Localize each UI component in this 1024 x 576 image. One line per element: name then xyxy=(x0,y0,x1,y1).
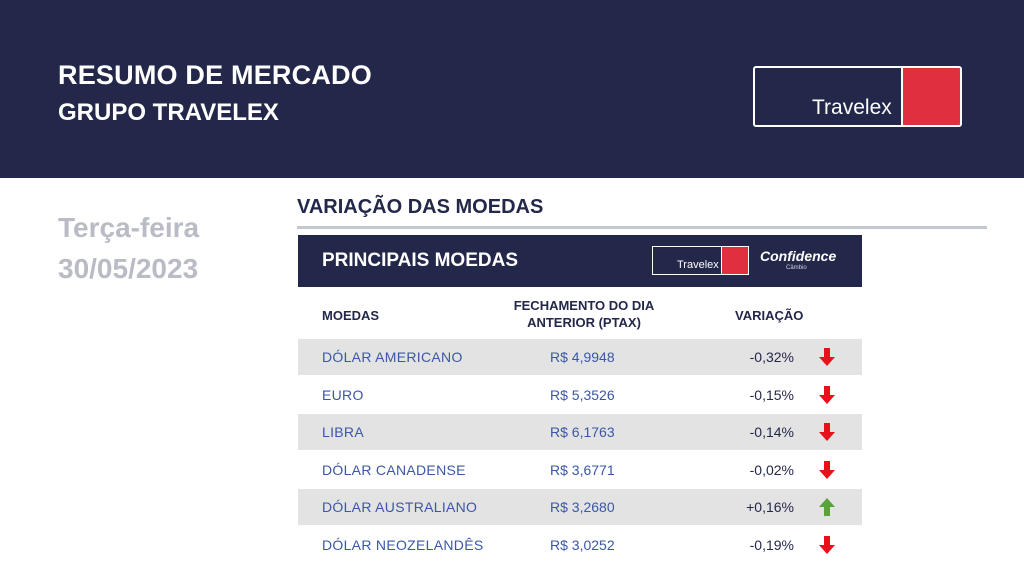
down-arrow-icon xyxy=(819,535,835,554)
up-arrow-icon xyxy=(819,498,835,516)
mini-logo-text: Travelex xyxy=(677,259,719,271)
down-arrow-icon xyxy=(819,460,835,479)
column-header-variacao: VARIAÇÃO xyxy=(735,308,804,323)
down-arrow-icon xyxy=(819,385,835,404)
travelex-mini-logo: Travelex xyxy=(652,246,749,275)
currency-name: DÓLAR AMERICANO xyxy=(322,349,463,365)
variation-value: -0,14% xyxy=(749,424,794,440)
travelex-logo: Travelex xyxy=(753,66,962,127)
currency-name: DÓLAR AUSTRALIANO xyxy=(322,499,478,515)
closing-value: R$ 5,3526 xyxy=(550,386,615,403)
down-arrow-icon xyxy=(819,348,835,366)
panel-title: PRINCIPAIS MOEDAS xyxy=(322,250,519,271)
closing-value: R$ 3,0252 xyxy=(550,536,615,553)
variation-value: -0,02% xyxy=(749,461,794,478)
closing-value: R$ 3,6771 xyxy=(550,461,615,478)
table-row: DÓLAR AUSTRALIANO R$ 3,2680 +0,16% xyxy=(298,489,862,525)
section-title: VARIAÇÃO DAS MOEDAS xyxy=(297,196,544,218)
column-header-fechamento: FECHAMENTO DO DIA ANTERIOR (PTAX) xyxy=(513,298,655,330)
confidence-logo: Confidence xyxy=(760,248,837,264)
table-row: DÓLAR NEOZELANDÊS R$ 3,0252 -0,19% xyxy=(298,527,862,563)
down-arrow-icon xyxy=(819,423,835,441)
currency-name: DÓLAR CANADENSE xyxy=(322,461,466,478)
closing-value: R$ 4,9948 xyxy=(550,349,615,365)
variation-value: -0,15% xyxy=(749,386,794,403)
panel-header: PRINCIPAIS MOEDAS Travelex Confidence Câ… xyxy=(298,235,862,287)
table-row: DÓLAR AMERICANO R$ 4,9948 -0,32% xyxy=(298,339,862,375)
table-row: DÓLAR CANADENSE R$ 3,6771 -0,02% xyxy=(298,452,862,488)
logo-red-square xyxy=(901,68,960,125)
logo-text: Travelex xyxy=(812,96,892,119)
mini-logo-red-square xyxy=(721,247,748,274)
weekday-label: Terça-feira xyxy=(58,212,200,243)
variation-value: +0,16% xyxy=(746,499,794,515)
currency-panel: PRINCIPAIS MOEDAS Travelex Confidence Câ… xyxy=(298,235,862,554)
section-divider xyxy=(297,226,987,229)
currency-name: DÓLAR NEOZELANDÊS xyxy=(322,536,484,553)
page-title: RESUMO DE MERCADO xyxy=(58,60,372,90)
page-subtitle: GRUPO TRAVELEX xyxy=(58,99,279,126)
table-row: LIBRA R$ 6,1763 -0,14% xyxy=(298,414,862,450)
table-row: EURO R$ 5,3526 -0,15% xyxy=(298,377,862,413)
variation-value: -0,32% xyxy=(749,349,794,365)
currency-name: LIBRA xyxy=(322,424,364,440)
column-header-moedas: MOEDAS xyxy=(322,308,380,323)
header-banner: RESUMO DE MERCADO GRUPO TRAVELEX Travele… xyxy=(0,0,1024,178)
date-label: 30/05/2023 xyxy=(58,253,199,284)
closing-value: R$ 6,1763 xyxy=(550,424,615,440)
variation-value: -0,19% xyxy=(749,536,794,553)
closing-value: R$ 3,2680 xyxy=(550,499,615,515)
currency-name: EURO xyxy=(322,386,364,403)
confidence-logo-sub: Câmbio xyxy=(786,265,807,271)
